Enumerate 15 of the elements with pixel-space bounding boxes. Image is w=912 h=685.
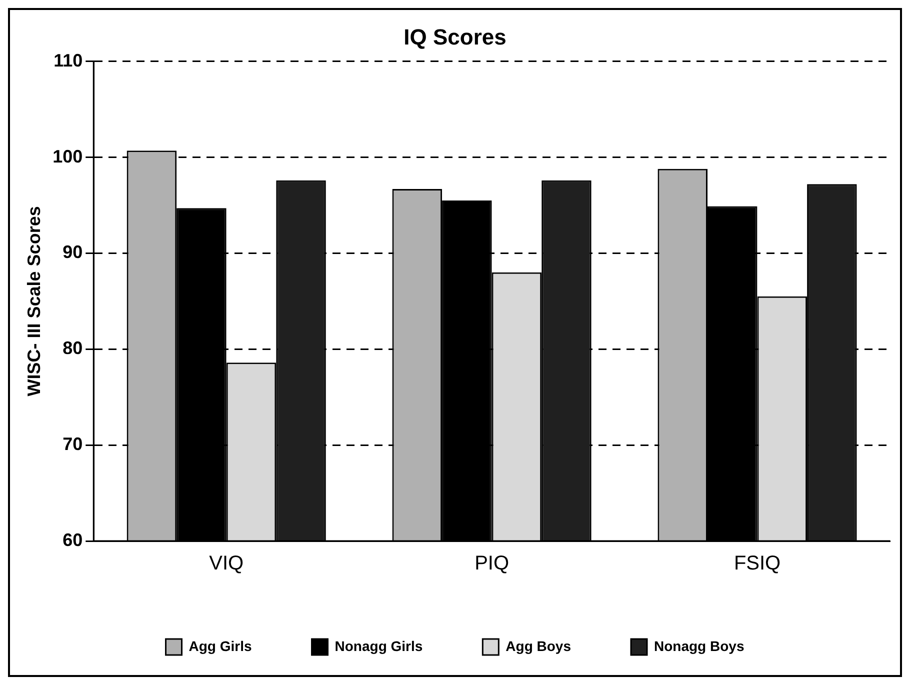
legend-label: Nonagg Boys xyxy=(654,638,744,654)
x-tick-label: VIQ xyxy=(209,552,244,575)
y-axis-title: WISC- III Scale Scores xyxy=(24,206,44,396)
x-tick-label: FSIQ xyxy=(734,552,781,575)
y-tick-label: 90 xyxy=(62,242,83,262)
y-tick-label: 100 xyxy=(52,146,83,166)
x-tick-label: PIQ xyxy=(474,552,510,575)
legend-label: Agg Boys xyxy=(506,638,572,654)
legend-label: Nonagg Girls xyxy=(334,638,423,654)
chart-title: IQ Scores xyxy=(404,24,506,50)
legend-label: Agg Girls xyxy=(188,638,252,654)
y-tick-label: 70 xyxy=(62,434,83,454)
y-tick-label: 80 xyxy=(62,338,83,358)
y-tick-label: 110 xyxy=(54,50,83,70)
y-tick-label: 60 xyxy=(62,530,83,550)
